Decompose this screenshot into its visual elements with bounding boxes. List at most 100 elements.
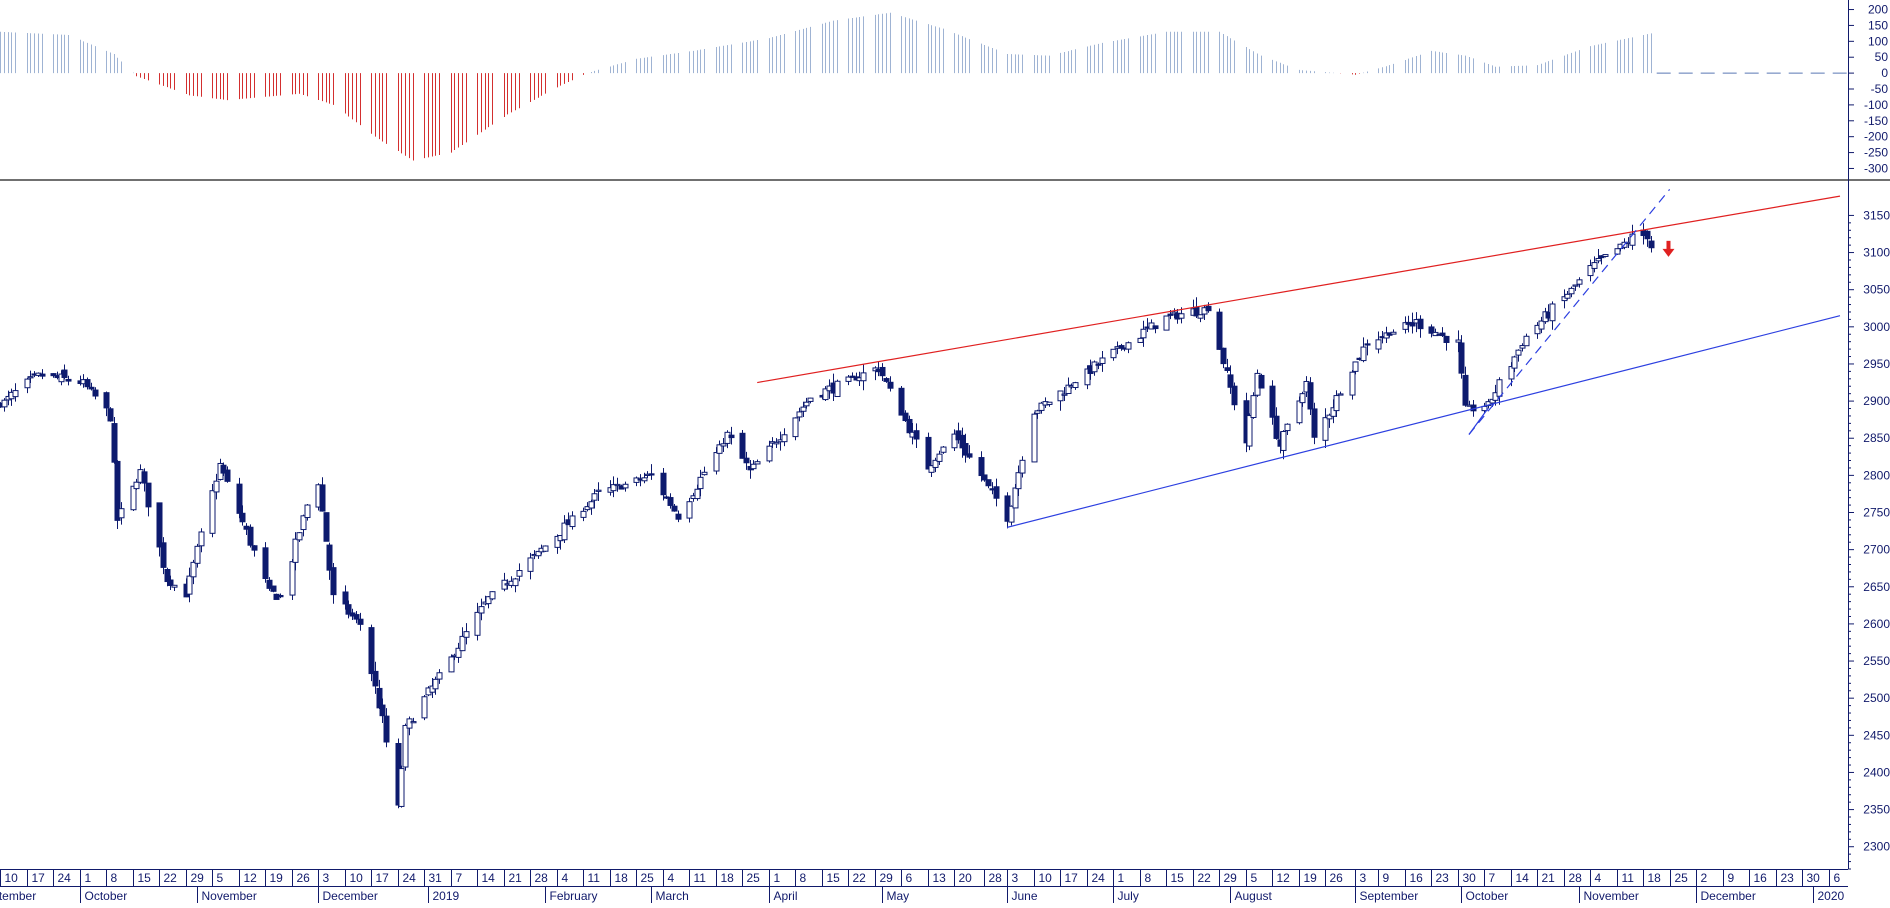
candle-body-up bbox=[1299, 393, 1306, 404]
price-y-tick-label: 2950 bbox=[1863, 357, 1890, 371]
price-candle bbox=[614, 477, 621, 492]
price-candle bbox=[580, 507, 587, 522]
x-day-tick-label: 28 bbox=[1569, 871, 1583, 885]
price-candle bbox=[1568, 286, 1575, 298]
candle-body-up bbox=[1360, 346, 1367, 362]
x-day-tick-label: 5 bbox=[1251, 871, 1258, 885]
candle-body-up bbox=[1352, 361, 1359, 372]
x-day-tick-label: 4 bbox=[562, 871, 569, 885]
candle-body-up bbox=[455, 647, 462, 658]
price-candle bbox=[993, 478, 1000, 507]
candle-body-up bbox=[1061, 393, 1068, 396]
candle-body-up bbox=[1519, 345, 1526, 349]
x-day-tick-label: 8 bbox=[111, 871, 118, 885]
candle-body-down bbox=[220, 464, 227, 474]
price-candle bbox=[262, 542, 269, 583]
candle-body-down bbox=[61, 369, 68, 378]
x-month-label: December bbox=[323, 889, 378, 903]
candle-body-up bbox=[402, 724, 409, 768]
price-candle bbox=[1015, 465, 1022, 497]
x-day-tick-label: 3 bbox=[323, 871, 330, 885]
candle-body-up bbox=[198, 531, 205, 547]
candle-body-down bbox=[270, 585, 277, 592]
price-candle bbox=[542, 545, 549, 552]
price-candle bbox=[406, 716, 413, 736]
x-month-label: October bbox=[1466, 889, 1509, 903]
candle-body-up bbox=[1125, 342, 1132, 350]
candle-body-down bbox=[342, 591, 349, 605]
candle-body-down bbox=[1224, 367, 1231, 372]
price-candle bbox=[27, 370, 34, 383]
x-day-tick-label: 24 bbox=[1092, 871, 1106, 885]
price-y-tick-label: 2500 bbox=[1863, 691, 1890, 705]
price-candle bbox=[1034, 409, 1041, 419]
price-candle bbox=[1443, 335, 1450, 351]
candle-body-down bbox=[330, 567, 337, 596]
price-candle bbox=[39, 369, 46, 380]
candle-body-down bbox=[1311, 408, 1318, 438]
x-month-label: April bbox=[774, 889, 798, 903]
candle-body-up bbox=[300, 515, 307, 531]
x-day-tick-label: 17 bbox=[376, 871, 390, 885]
price-candle bbox=[1008, 505, 1015, 526]
x-day-tick-label: 18 bbox=[615, 871, 629, 885]
candle-body-down bbox=[145, 482, 152, 508]
resistance-line bbox=[757, 195, 1841, 384]
price-candle bbox=[296, 532, 303, 542]
price-candle bbox=[686, 497, 693, 523]
price-candle bbox=[198, 528, 205, 553]
candle-body-up bbox=[834, 380, 841, 397]
candle-body-down bbox=[357, 618, 364, 625]
candle-body-down bbox=[925, 436, 932, 470]
price-candle bbox=[323, 512, 330, 542]
candle-body-down bbox=[236, 483, 243, 514]
candle-body-down bbox=[383, 715, 390, 743]
candle-body-up bbox=[932, 459, 939, 468]
price-candle bbox=[1333, 390, 1340, 418]
price-candle bbox=[1163, 315, 1170, 331]
price-candle bbox=[925, 432, 932, 470]
price-candle bbox=[459, 627, 466, 652]
candle-body-up bbox=[1110, 348, 1117, 359]
candle-body-down bbox=[902, 412, 909, 422]
price-candle bbox=[1496, 377, 1503, 405]
candle-body-up bbox=[304, 504, 311, 519]
x-day-tick-label: 7 bbox=[456, 871, 463, 885]
price-candle bbox=[512, 577, 519, 593]
price-candle bbox=[474, 602, 481, 641]
price-candle bbox=[1364, 339, 1371, 356]
price-candle bbox=[379, 698, 386, 724]
price-candle bbox=[633, 476, 640, 487]
candle-body-up bbox=[1012, 487, 1019, 509]
price-candle bbox=[1515, 349, 1522, 362]
x-day-tick-label: 7 bbox=[1489, 871, 1496, 885]
price-candle bbox=[1307, 377, 1314, 416]
candle-body-down bbox=[1648, 240, 1655, 249]
price-candle bbox=[883, 377, 890, 383]
candle-body-up bbox=[1246, 415, 1253, 447]
candle-body-up bbox=[720, 443, 727, 447]
price-candle bbox=[1099, 351, 1106, 372]
oscillator-y-tick-label: 50 bbox=[1875, 50, 1889, 64]
price-candle bbox=[1564, 290, 1571, 300]
candle-body-down bbox=[353, 614, 360, 620]
price-candle bbox=[489, 591, 496, 601]
x-day-tick-label: 11 bbox=[588, 871, 601, 885]
candle-body-up bbox=[478, 606, 485, 614]
price-candle bbox=[766, 440, 773, 463]
price-candle bbox=[716, 440, 723, 454]
candle-body-down bbox=[1458, 342, 1465, 374]
candle-body-up bbox=[800, 406, 807, 412]
price-candle bbox=[1311, 402, 1318, 445]
candle-body-down bbox=[671, 505, 678, 512]
candle-body-up bbox=[406, 718, 413, 729]
price-candle bbox=[773, 438, 780, 449]
candle-body-down bbox=[887, 381, 894, 389]
candle-body-down bbox=[1417, 318, 1424, 330]
candle-body-up bbox=[580, 510, 587, 518]
price-candle bbox=[1095, 362, 1102, 370]
price-candle bbox=[1280, 430, 1287, 460]
candle-body-up bbox=[1333, 395, 1340, 412]
candle-body-down bbox=[985, 479, 992, 487]
candle-body-up bbox=[1515, 349, 1522, 356]
